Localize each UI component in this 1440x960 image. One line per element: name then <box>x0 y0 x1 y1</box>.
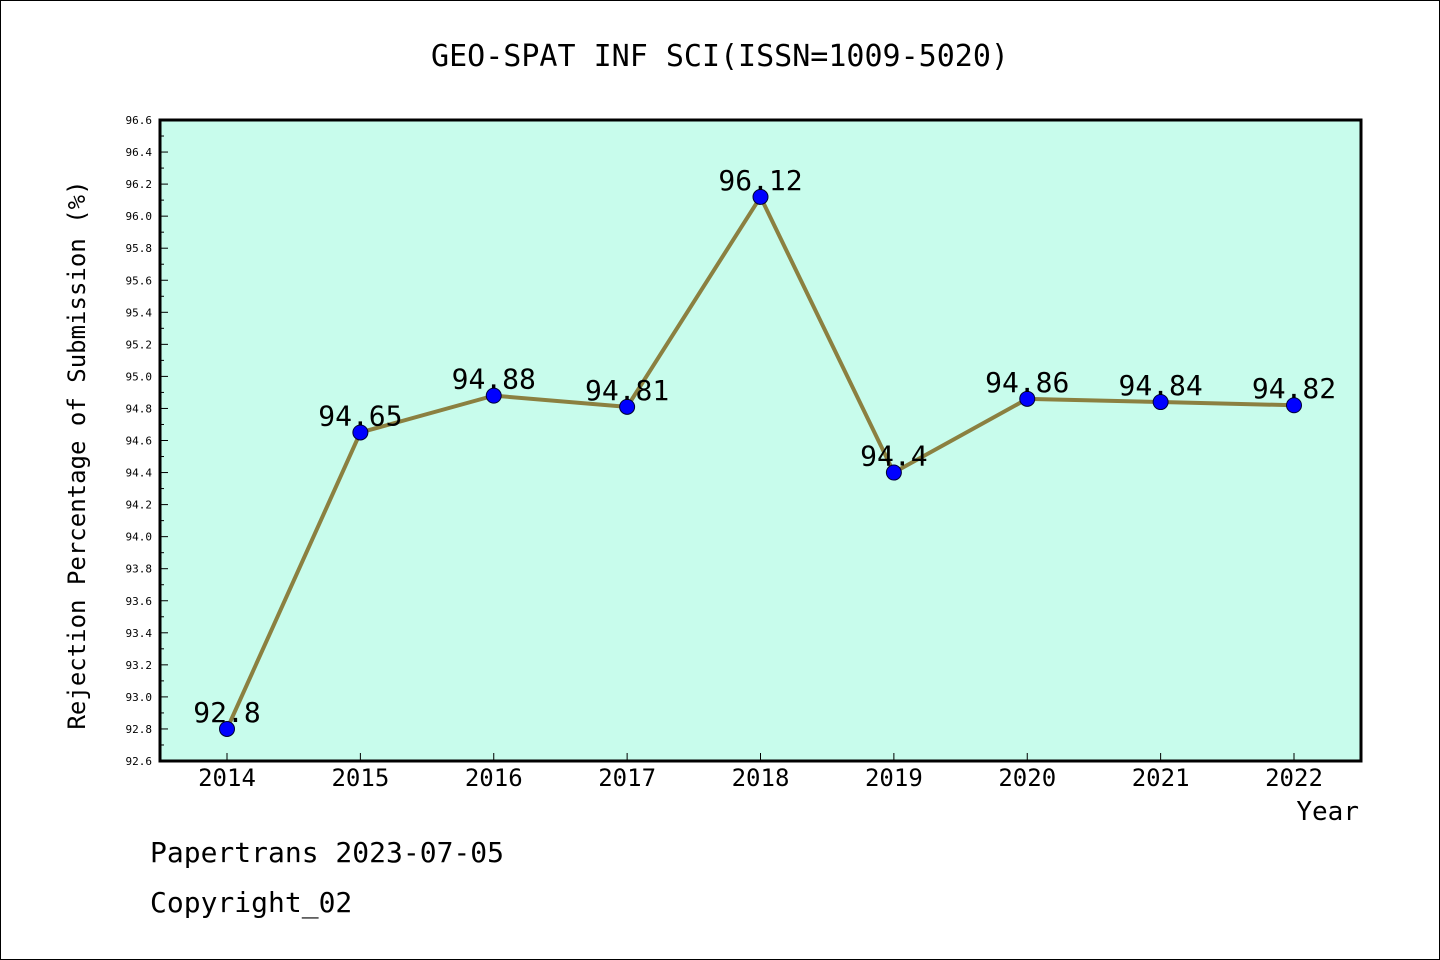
data-point <box>1152 394 1169 411</box>
data-label: 96.12 <box>718 164 802 197</box>
copyright-text: Copyright_02 <box>150 886 353 919</box>
plot-area <box>158 118 1363 763</box>
x-tick-label: 2014 <box>198 764 256 792</box>
data-label: 94.81 <box>585 374 669 407</box>
x-tick-label: 2016 <box>465 764 523 792</box>
data-label: 94.82 <box>1252 372 1336 405</box>
y-tick-label: 94.4 <box>126 467 153 480</box>
y-tick-label: 95.2 <box>126 338 153 351</box>
data-label: 94.84 <box>1118 369 1202 402</box>
data-point <box>1019 390 1036 407</box>
data-labels-group: 92.8 94.65 94.88 94.81 96.12 94.4 94.86 94.84 94… <box>193 164 1336 729</box>
y-axis-label: Rejection Percentage of Submission (%) <box>63 180 91 729</box>
x-tick-label: 2015 <box>331 764 389 792</box>
x-tick-label: 2018 <box>732 764 790 792</box>
credit-text: Papertrans 2023-07-05 <box>150 836 505 869</box>
y-tick-label: 94.6 <box>126 435 153 448</box>
y-tick-label: 93.8 <box>126 563 153 576</box>
data-label: 92.8 <box>193 696 260 729</box>
y-tick-label: 96.4 <box>126 146 153 159</box>
x-axis-ticks: 2014 2015 2016 2017 2018 2019 2020 2021 2022 <box>198 753 1323 792</box>
x-axis-label: Year <box>1296 797 1359 827</box>
series-group <box>219 188 1302 737</box>
y-tick-label: 93.2 <box>126 659 153 672</box>
y-tick-label: 95.0 <box>126 370 153 383</box>
chart-title: GEO-SPAT INF SCI(ISSN=1009-5020) <box>431 39 1009 74</box>
x-tick-label: 2021 <box>1132 764 1190 792</box>
data-label: 94.4 <box>860 440 927 473</box>
data-point <box>219 720 235 737</box>
y-tick-label: 94.8 <box>126 402 153 415</box>
y-tick-label: 95.8 <box>126 242 153 255</box>
data-point <box>619 398 636 415</box>
data-point <box>885 464 902 481</box>
data-label: 94.86 <box>985 366 1069 399</box>
x-tick-label: 2017 <box>598 764 656 792</box>
y-axis-ticks: 92.6 92.8 93.0 93.2 93.4 93.6 93.8 94.0 94.2 94.4… <box>126 114 168 768</box>
y-tick-label: 95.6 <box>126 274 153 287</box>
x-tick-label: 2019 <box>865 764 923 792</box>
y-tick-label: 93.6 <box>126 595 153 608</box>
x-tick-label: 2022 <box>1265 764 1323 792</box>
data-label: 94.65 <box>318 399 402 432</box>
y-tick-label: 94.0 <box>126 531 153 544</box>
data-label: 94.88 <box>452 363 536 396</box>
y-tick-label: 92.8 <box>126 723 153 736</box>
x-tick-label: 2020 <box>998 764 1056 792</box>
data-point <box>752 188 769 205</box>
data-point <box>485 387 502 404</box>
y-tick-label: 96.6 <box>126 114 153 127</box>
y-tick-label: 93.0 <box>126 691 153 704</box>
y-tick-label: 92.6 <box>126 755 153 768</box>
y-tick-label: 96.2 <box>126 178 153 191</box>
data-point <box>1286 397 1302 414</box>
data-point <box>352 424 369 441</box>
y-tick-label: 94.2 <box>126 499 153 512</box>
y-tick-label: 93.4 <box>126 627 153 640</box>
y-tick-label: 95.4 <box>126 306 153 319</box>
y-tick-label: 96.0 <box>126 210 153 223</box>
